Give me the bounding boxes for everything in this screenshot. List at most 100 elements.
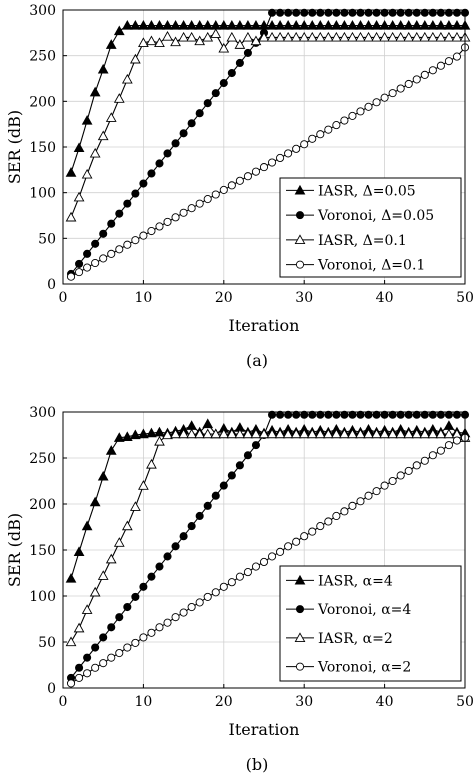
y-axis-label-a: SER (dB) [5,110,24,184]
data-point [155,623,164,632]
data-point [380,410,389,419]
legend-marker [294,234,306,245]
x-tick-label: 30 [295,694,313,710]
data-point [435,20,447,30]
data-point [73,142,85,153]
data-point [443,428,455,439]
data-point [290,428,302,439]
data-point [235,572,244,581]
data-point [203,195,212,204]
data-point [234,428,246,439]
data-point [211,491,220,500]
series-group-a [65,8,471,281]
data-point [314,428,326,439]
data-point [107,249,116,258]
data-point [91,643,100,652]
data-point [139,633,148,642]
y-tick-label: 50 [38,231,56,247]
data-point [364,8,373,17]
data-point [107,623,116,632]
data-point [371,428,382,439]
data-point [97,130,109,141]
data-point [379,20,390,30]
data-point [364,491,373,500]
data-point [179,208,188,217]
data-point [419,428,431,439]
data-point [121,20,133,30]
series-2-b [66,410,470,682]
data-point [162,30,173,41]
data-point [339,31,350,42]
data-point [107,219,116,228]
data-point [324,410,333,419]
data-point [404,8,413,17]
data-point [420,456,429,465]
data-point [284,410,293,419]
data-point [340,8,349,17]
data-point [267,552,277,561]
data-point [411,20,423,30]
caption-b: (b) [246,755,269,774]
data-point [427,20,439,30]
legend-a: IASR, Δ=0.05 Voronoi, Δ=0.05 IASR, Δ=0.1 Vo… [279,177,462,278]
data-point [274,428,286,439]
data-point [355,428,366,439]
data-point [404,79,413,89]
data-point [452,8,462,17]
data-point [300,8,309,17]
y-tick-label: 50 [38,635,56,651]
data-point [81,604,93,614]
y-tick-label: 250 [29,49,56,65]
data-point [195,511,204,521]
data-point [276,547,285,556]
data-point [218,428,230,439]
y-tick-label: 200 [29,497,56,513]
series-3-a [65,28,471,222]
data-point [227,181,236,190]
data-point [380,8,389,17]
data-point [403,428,415,439]
data-point [411,31,423,42]
data-point [138,20,149,30]
data-point [420,70,429,79]
data-point [202,428,214,439]
data-point [138,480,149,490]
data-point [274,20,286,30]
x-tick-label: 40 [376,290,394,306]
data-point [105,112,117,122]
data-point [99,254,108,263]
data-point [428,451,437,460]
data-point [322,428,334,439]
data-point [99,229,108,238]
data-point [396,8,405,17]
data-point [452,436,462,445]
series-4-a [66,43,470,281]
data-point [451,20,463,30]
series-1-a [65,20,471,177]
x-axis-label-b: Iteration [229,720,300,739]
data-point [202,418,214,429]
data-point [267,410,277,419]
data-point [372,487,381,496]
series-group-b [65,410,471,688]
data-point [163,217,172,226]
data-point [396,471,405,480]
data-point [234,39,246,49]
data-point [186,20,198,30]
data-point [65,636,77,647]
data-point [324,517,333,526]
legend-item: Voronoi, α=2 [286,660,411,676]
data-point [428,410,437,419]
legend-label: Voronoi, α=4 [317,602,411,618]
data-point [348,501,357,510]
data-point [219,582,228,591]
data-point [340,507,349,516]
data-point [155,562,164,571]
data-point [404,410,413,419]
data-point [340,410,349,419]
data-point [419,31,431,42]
legend-marker [294,632,306,643]
data-point [284,149,293,158]
data-point [113,537,125,547]
